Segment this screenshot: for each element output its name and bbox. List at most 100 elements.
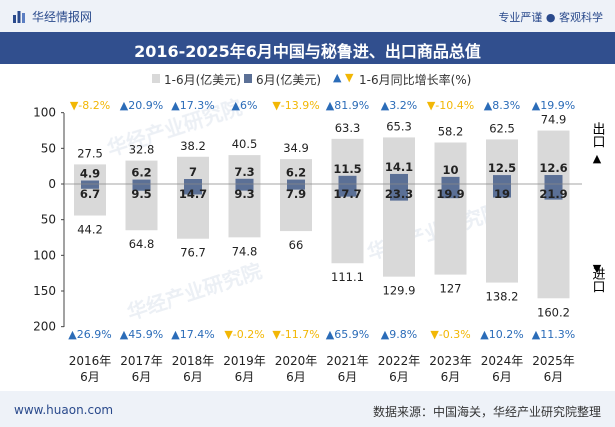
export-june-bar: [544, 175, 563, 184]
site-link[interactable]: www.huaon.com: [14, 403, 114, 417]
x-tick-label-month: 6月: [132, 370, 152, 384]
import-june-value-label: 7.9: [286, 187, 306, 201]
export-june-value-label: 6.2: [286, 166, 306, 180]
y-tick-label: 150: [33, 284, 56, 298]
x-tick-label-year: 2023年: [429, 354, 472, 368]
export-growth-label: ▲81.9%: [326, 99, 369, 112]
export-growth-label: ▲20.9%: [120, 99, 163, 112]
brand-name: 华经情报网: [32, 10, 93, 24]
export-june-value-label: 6.2: [131, 166, 151, 180]
export-ytd-value-label: 34.9: [283, 141, 309, 155]
import-june-value-label: 19: [494, 187, 510, 201]
import-growth-label: ▲65.9%: [326, 328, 369, 341]
top-bar: [0, 0, 615, 32]
export-june-bar: [81, 180, 99, 184]
x-tick-label-year: 2016年: [69, 354, 112, 368]
export-june-value-label: 7.3: [234, 165, 254, 179]
import-growth-label: ▲11.3%: [532, 328, 575, 341]
import-growth-label: ▼-11.7%: [272, 328, 319, 341]
legend-up-icon: ▲: [333, 71, 342, 84]
brand-logo[interactable]: 华经情报网: [12, 8, 92, 25]
import-growth-label: ▲10.2%: [480, 328, 523, 341]
import-ytd-bar: [280, 184, 312, 232]
x-tick-label-year: 2022年: [378, 354, 421, 368]
import-ytd-bar: [537, 184, 570, 299]
export-ytd-bar: [74, 164, 106, 184]
import-ytd-value-label: 44.2: [77, 223, 103, 237]
x-tick-label-month: 6月: [492, 370, 512, 384]
legend-ytd-label: 1-6月(亿美元): [164, 73, 241, 87]
y-tick-label: 0: [48, 177, 56, 191]
export-june-bar: [132, 179, 151, 184]
export-june-value-label: 12.5: [488, 161, 516, 175]
export-june-bar: [184, 179, 202, 184]
import-ytd-bar: [228, 184, 261, 238]
export-june-bar: [493, 175, 511, 184]
export-growth-label: ▲6%: [232, 99, 258, 112]
export-growth-label: ▲19.9%: [532, 99, 575, 112]
export-ytd-value-label: 63.3: [335, 121, 361, 135]
export-arrow-icon: ▲: [593, 152, 602, 165]
import-ytd-value-label: 66: [289, 238, 304, 252]
export-ytd-value-label: 62.5: [489, 121, 515, 135]
export-ytd-value-label: 40.5: [232, 137, 258, 151]
export-june-bar: [390, 173, 408, 184]
export-june-bar: [338, 175, 357, 184]
watermark-text: 华经产业研究院: [124, 259, 265, 325]
x-tick-label-year: 2025年: [532, 354, 575, 368]
legend-growth-label: 1-6月同比增长率(%): [359, 73, 472, 87]
import-ytd-value-label: 64.8: [129, 237, 155, 251]
import-ytd-value-label: 111.1: [331, 270, 364, 284]
y-tick-label: 100: [33, 248, 56, 262]
export-ytd-value-label: 74.9: [541, 113, 567, 127]
chart-marks: 100 50 0 50 100 150 200 27.5 4.9 6.7 44.2 ▼-8.2% ▲26…: [33, 99, 582, 384]
export-growth-label: ▼-8.2%: [70, 99, 110, 112]
import-june-bar: [132, 184, 151, 191]
x-tick-label-year: 2017年: [120, 354, 163, 368]
export-june-value-label: 7: [189, 165, 197, 179]
export-june-value-label: 14.1: [385, 160, 413, 174]
export-growth-label: ▼-13.9%: [272, 99, 319, 112]
import-june-bar: [338, 184, 357, 197]
export-june-bar: [287, 179, 305, 184]
x-tick-label-year: 2024年: [481, 354, 524, 368]
import-june-value-label: 17.7: [333, 187, 361, 201]
x-tick-label-year: 2018年: [172, 354, 215, 368]
import-ytd-bar: [434, 184, 467, 275]
import-growth-label: ▼-0.2%: [224, 328, 264, 341]
import-june-bar: [390, 184, 408, 201]
export-ytd-bar: [125, 160, 158, 184]
x-tick-label-month: 6月: [389, 370, 409, 384]
import-june-bar: [184, 184, 202, 195]
import-growth-label: ▼-0.3%: [430, 328, 470, 341]
import-june-value-label: 14.7: [179, 187, 207, 201]
legend-down-icon: ▼: [345, 71, 354, 84]
export-ytd-value-label: 27.5: [77, 146, 103, 160]
import-ytd-bar: [331, 184, 364, 264]
import-june-value-label: 23.3: [385, 187, 413, 201]
import-june-value-label: 19.9: [436, 187, 464, 201]
export-june-value-label: 11.5: [333, 162, 361, 176]
import-ytd-value-label: 138.2: [486, 290, 519, 304]
import-june-bar: [287, 184, 305, 190]
import-ytd-bar: [486, 184, 518, 283]
export-ytd-value-label: 58.2: [438, 124, 464, 138]
source-note: 数据来源：中国海关，华经产业研究院整理: [372, 405, 601, 419]
x-tick-label-year: 2020年: [275, 354, 318, 368]
x-tick-label-month: 6月: [80, 370, 100, 384]
chart-plot: 华经产业研究院 华经产业研究院 华经产业研究院 1005005010015020…: [33, 95, 605, 384]
y-tick-label: 100: [33, 106, 56, 120]
export-june-bar: [235, 178, 254, 184]
import-ytd-value-label: 76.7: [180, 246, 206, 260]
import-june-value-label: 21.9: [539, 187, 567, 201]
import-ytd-bar: [125, 184, 158, 231]
y-tick-label: 50: [41, 141, 56, 155]
bar-chart-logo-icon: [13, 11, 25, 23]
y-tick-label: 200: [33, 320, 56, 334]
x-tick-label-month: 6月: [286, 370, 306, 384]
import-growth-label: ▲17.4%: [171, 328, 214, 341]
x-tick-label-month: 6月: [235, 370, 255, 384]
y-tick-label: 50: [41, 213, 56, 227]
title-bar: [0, 32, 615, 64]
import-arrow-icon: ▼: [593, 262, 602, 275]
